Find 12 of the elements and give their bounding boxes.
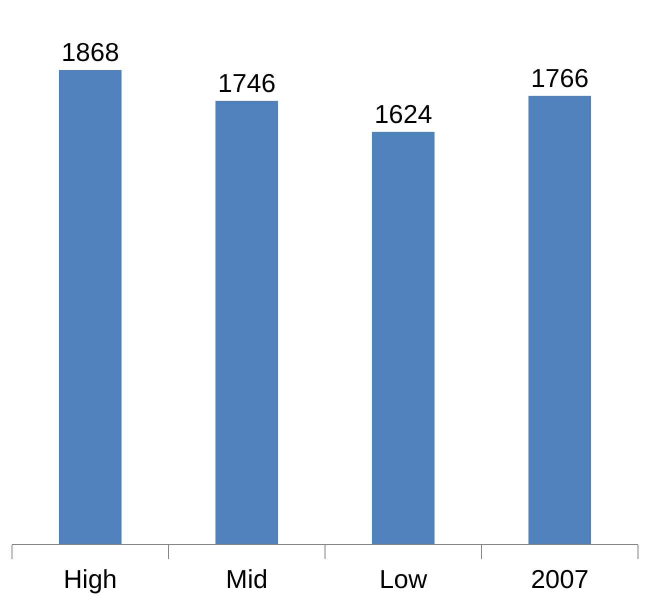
bar <box>372 132 435 544</box>
x-tick-label: Mid <box>226 564 268 594</box>
data-label: 1868 <box>61 36 120 67</box>
x-tick-label: 2007 <box>530 564 589 594</box>
data-label: 1766 <box>530 62 589 93</box>
data-label: 1746 <box>218 68 276 98</box>
data-label: 1624 <box>374 98 432 129</box>
bar <box>58 70 122 544</box>
x-tick-label: Low <box>379 564 428 594</box>
bar <box>215 100 278 544</box>
x-tick-label: High <box>64 564 117 594</box>
bar <box>528 96 592 544</box>
